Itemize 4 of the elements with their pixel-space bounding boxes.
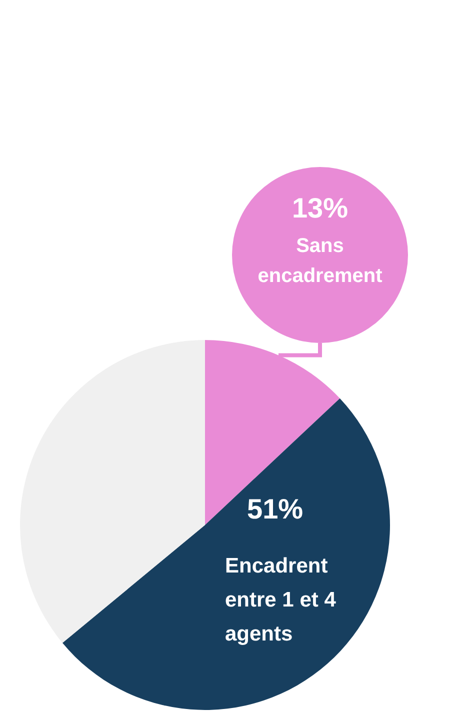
data-label: 51%: [247, 494, 304, 524]
data-label: 13%: [292, 192, 348, 224]
slice-label: Encadrent entre 1 et 4 agents: [225, 554, 336, 646]
slice-label: Sans encadrement: [258, 235, 383, 287]
